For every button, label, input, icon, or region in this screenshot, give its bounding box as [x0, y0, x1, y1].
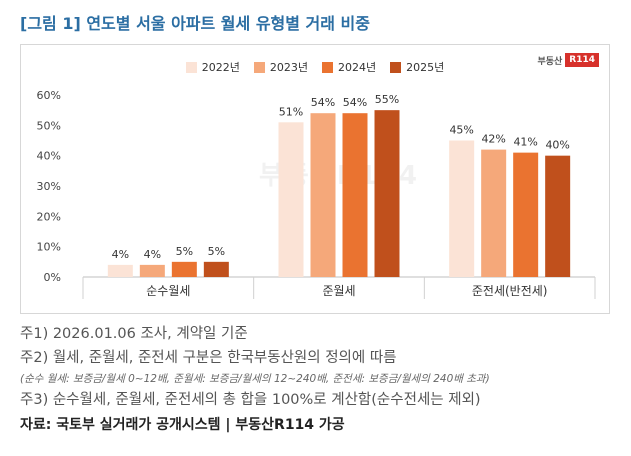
y-tick-label: 50%	[37, 119, 61, 132]
x-tick-label: 준월세	[322, 284, 355, 298]
chart-frame: 2022년 2023년 2024년 2025년 부동산 R114 부동산R114 0%…	[20, 44, 610, 314]
bar	[449, 140, 475, 277]
bar	[139, 264, 165, 277]
data-label: 51%	[279, 105, 303, 118]
legend-label: 2025년	[406, 61, 445, 74]
data-label: 40%	[545, 139, 569, 152]
y-tick-label: 20%	[37, 210, 61, 223]
data-label: 45%	[449, 124, 473, 137]
footnote-2-detail: (순수 월세: 보증금/월세 0~12배, 준월세: 보증금/월세의 12~24…	[20, 373, 490, 385]
bar	[342, 113, 368, 277]
legend-item: 2023년	[253, 59, 308, 75]
bar	[481, 149, 507, 277]
y-tick-label: 40%	[37, 150, 61, 163]
bar	[278, 122, 304, 277]
footnotes: 주1) 2026.01.06 조사, 계약일 기준 주2) 월세, 준월세, 준…	[20, 322, 620, 438]
footnote-3: 주3) 순수월세, 준월세, 준전세의 총 합을 100%로 계산함(순수전세는…	[20, 392, 481, 408]
bar	[203, 261, 229, 277]
brand-logo-text: 부동산	[537, 56, 563, 67]
data-label: 55%	[375, 93, 399, 106]
legend-item: 2025년	[390, 59, 444, 75]
legend-label: 2023년	[269, 61, 308, 74]
legend-swatch	[390, 61, 402, 73]
brand-logo-box: R114	[565, 53, 599, 67]
data-label: 54%	[343, 96, 367, 109]
brand-logo: 부동산 R114	[537, 53, 599, 67]
y-tick-label: 0%	[44, 271, 61, 284]
bar	[107, 264, 133, 277]
bar	[513, 152, 539, 277]
y-tick-label: 60%	[37, 89, 61, 102]
chart-legend: 2022년 2023년 2024년 2025년	[21, 59, 609, 76]
data-label: 4%	[144, 248, 161, 261]
data-label: 5%	[208, 245, 225, 258]
x-tick-label: 준전세(반전세)	[472, 284, 548, 298]
figure-title: [그림 1] 연도별 서울 아파트 월세 유형별 거래 비중	[20, 14, 371, 33]
data-label: 41%	[513, 136, 537, 149]
x-tick-label: 순수월세	[146, 284, 190, 298]
data-label: 5%	[176, 245, 193, 258]
legend-label: 2022년	[201, 61, 240, 74]
data-label: 4%	[112, 248, 129, 261]
data-label: 54%	[311, 96, 335, 109]
legend-label: 2024년	[338, 61, 377, 74]
footnote-1: 주1) 2026.01.06 조사, 계약일 기준	[20, 326, 248, 342]
legend-swatch	[185, 61, 197, 73]
bar	[374, 110, 400, 278]
legend-item: 2022년	[185, 59, 240, 75]
bar	[310, 113, 336, 277]
bar	[545, 155, 571, 277]
legend-swatch	[253, 61, 265, 73]
y-tick-label: 30%	[37, 180, 61, 193]
legend-swatch	[322, 61, 333, 73]
data-label: 42%	[481, 133, 505, 146]
footnote-2: 주2) 월세, 준월세, 준전세 구분은 한국부동산원의 정의에 따름	[20, 350, 397, 366]
y-tick-label: 10%	[37, 241, 61, 254]
legend-item: 2024년	[322, 59, 376, 75]
bar-chart: 0% 10% 20% 30% 40% 50% 60% 순수월세 4% 4% 5% 5% 준월세 51% 54…	[37, 89, 596, 299]
source-line: 자료: 국토부 실거래가 공개시스템 | 부동산R114 가공	[20, 417, 345, 433]
bar	[171, 261, 197, 277]
